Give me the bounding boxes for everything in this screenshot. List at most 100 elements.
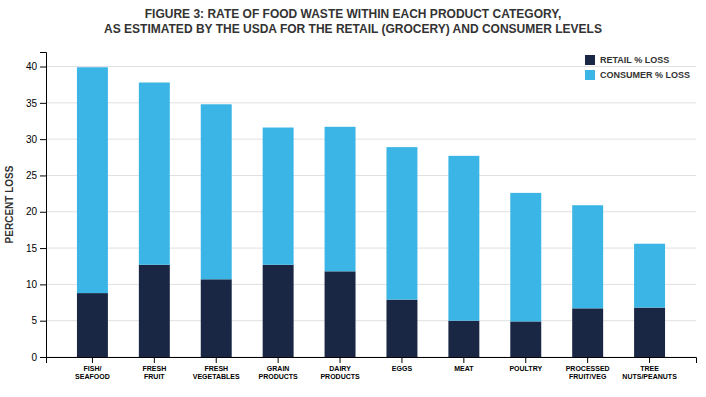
tick-label-line: POULTRY xyxy=(509,365,542,372)
tick-label: 0 xyxy=(31,352,37,363)
tick-label-line: EGGS xyxy=(392,365,413,372)
tick: 35 xyxy=(26,98,46,109)
legend-label: RETAIL % LOSS xyxy=(600,55,669,65)
bar xyxy=(263,265,294,357)
tick-mark xyxy=(401,357,402,363)
tick-label-line: SEAFOOD xyxy=(75,373,110,380)
bar xyxy=(139,265,170,357)
tick: 25 xyxy=(26,170,46,181)
tick-label: 15 xyxy=(26,243,38,254)
tick-mark xyxy=(40,67,46,68)
tick-mark xyxy=(587,357,588,363)
chart: FIGURE 3: RATE OF FOOD WASTE WITHIN EACH… xyxy=(0,0,706,397)
tick-label: 35 xyxy=(26,98,38,109)
tick-mark xyxy=(154,357,155,363)
title-line: FIGURE 3: RATE OF FOOD WASTE WITHIN EACH… xyxy=(145,7,561,21)
tick-mark xyxy=(40,212,46,213)
tick-label-line: PRODUCTS xyxy=(259,373,299,380)
tick-label-line: NUTS/PEANUTS xyxy=(622,373,677,380)
tick: 40 xyxy=(26,61,46,72)
title: FIGURE 3: RATE OF FOOD WASTE WITHIN EACH… xyxy=(104,7,602,36)
tick-mark xyxy=(463,357,464,363)
tick-label-line: TREE xyxy=(640,365,659,372)
legend-item: CONSUMER % LOSS xyxy=(585,70,690,80)
grid-line xyxy=(46,66,696,67)
tick: EGGS xyxy=(392,357,413,372)
tick-label: MEAT xyxy=(454,365,474,372)
tick-mark xyxy=(40,284,46,285)
tick-mark xyxy=(92,357,93,363)
grid xyxy=(46,67,696,357)
tick: DAIRYPRODUCTS xyxy=(320,357,360,380)
series xyxy=(77,67,665,321)
tick-mark xyxy=(216,357,217,363)
tick: 20 xyxy=(26,206,46,217)
bar xyxy=(510,193,541,322)
bar xyxy=(510,321,541,357)
tick: 0 xyxy=(31,352,46,363)
bar xyxy=(325,127,356,272)
tick-label: FRESHVEGETABLES xyxy=(193,365,240,380)
tick: TREENUTS/PEANUTS xyxy=(622,357,677,380)
bar xyxy=(634,244,665,308)
tick-mark xyxy=(40,248,46,249)
tick: PROCESSEDFRUIT/VEG xyxy=(566,357,610,380)
bar xyxy=(386,147,417,300)
title-line: AS ESTIMATED BY THE USDA FOR THE RETAIL … xyxy=(104,22,602,36)
tick-label: 40 xyxy=(26,61,38,72)
tick-label: 5 xyxy=(31,315,37,326)
tick-label: 20 xyxy=(26,206,38,217)
tick-label: PROCESSEDFRUIT/VEG xyxy=(566,365,610,380)
tick-label-line: PROCESSED xyxy=(566,365,610,372)
tick-mark xyxy=(40,321,46,322)
tick-label-line: FRUIT xyxy=(144,373,165,380)
bar xyxy=(325,271,356,357)
legend-swatch xyxy=(585,70,595,80)
tick-mark xyxy=(340,357,341,363)
tick-label-line: GRAIN xyxy=(267,365,290,372)
bar xyxy=(448,321,479,357)
tick-label-line: FRUIT/VEG xyxy=(569,373,607,380)
tick: 5 xyxy=(31,315,46,326)
tick-mark xyxy=(525,357,526,363)
tick-mark xyxy=(278,357,279,363)
legend-item: RETAIL % LOSS xyxy=(585,55,669,65)
tick: FRESHFRUIT xyxy=(142,357,166,380)
tick-mark xyxy=(40,103,46,104)
tick: MEAT xyxy=(454,357,474,372)
bar xyxy=(386,300,417,357)
bar xyxy=(77,67,108,293)
y-axis-title: PERCENT LOSS xyxy=(4,165,15,243)
y-axis: 0 5 10 15 20 25 30 35 40 xyxy=(26,53,47,363)
bar xyxy=(201,104,232,279)
bar xyxy=(634,308,665,357)
tick-label-line: FRESH xyxy=(142,365,166,372)
tick-label: EGGS xyxy=(392,365,413,372)
legend-label: CONSUMER % LOSS xyxy=(600,70,690,80)
bar xyxy=(572,308,603,357)
tick: 15 xyxy=(26,243,46,254)
tick-label: 10 xyxy=(26,279,38,290)
tick-mark xyxy=(40,357,46,358)
plot: 0510152025303540FISH/SEAFOODFRESHFRUITFR… xyxy=(26,53,697,381)
x-axis: FISH/SEAFOODFRESHFRUITFRESHVEGETABLESGRA… xyxy=(47,357,697,380)
tick: 30 xyxy=(26,134,46,145)
tick: POULTRY xyxy=(509,357,542,372)
bars xyxy=(77,67,665,357)
bar xyxy=(572,205,603,308)
bar xyxy=(263,128,294,265)
tick-label-line: MEAT xyxy=(454,365,474,372)
tick-label: TREENUTS/PEANUTS xyxy=(622,365,677,380)
tick-mark xyxy=(649,357,650,363)
tick-label: 30 xyxy=(26,134,38,145)
tick-label: DAIRYPRODUCTS xyxy=(320,365,360,380)
tick-label-line: VEGETABLES xyxy=(193,373,240,380)
legend: RETAIL % LOSS CONSUMER % LOSS xyxy=(585,55,690,80)
legend-swatch xyxy=(585,55,595,65)
axis-line xyxy=(47,358,697,364)
bar xyxy=(139,83,170,265)
tick-mark xyxy=(40,175,46,176)
tick-label-line: DAIRY xyxy=(329,365,351,372)
tick: FISH/SEAFOOD xyxy=(75,357,110,380)
tick-label: POULTRY xyxy=(509,365,542,372)
